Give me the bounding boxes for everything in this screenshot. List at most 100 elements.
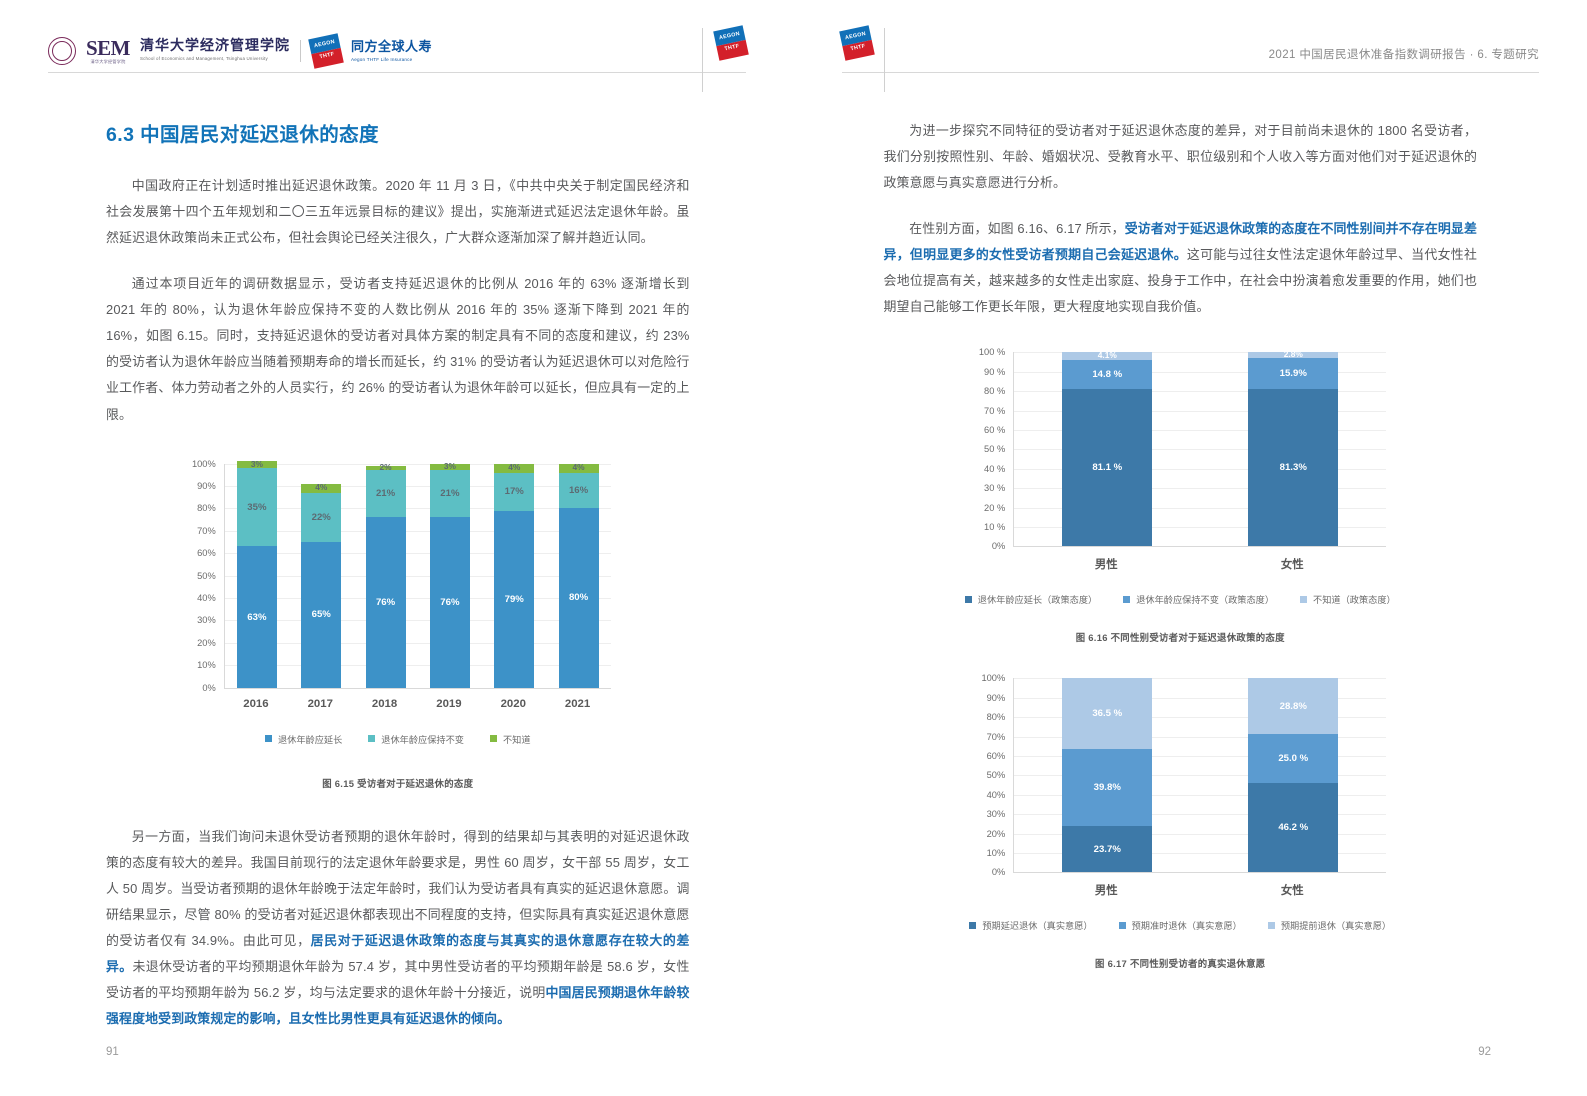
y-axis-tick: 10 % [984, 522, 1006, 533]
paragraph-3: 另一方面，当我们询问未退休受访者预期的退休年龄时，得到的结果却与其表明的对延迟退… [106, 824, 690, 1033]
bar-segment: 39.8% [1062, 749, 1153, 827]
bar-value-label: 39.8% [1093, 782, 1121, 794]
y-axis-tick: 10% [986, 848, 1006, 859]
paragraph-1: 中国政府正在计划适时推出延迟退休政策。2020 年 11 月 3 日，《中共中央… [106, 178, 690, 246]
x-axis-category: 2018 [371, 697, 398, 710]
legend-item: 退休年龄应延长 [264, 732, 342, 746]
legend-swatch [368, 735, 376, 743]
y-axis-tick: 80 % [984, 386, 1006, 397]
plot-area: 63% 35% 3% 65% 22% 4% 76% 21% 2% 76% 21% 3% 79% 17% 4%… [223, 459, 611, 689]
gridline [1014, 488, 1387, 490]
bar-segment: 21% [365, 470, 406, 518]
aegon-thtf-small-icon-right: AEGON THTF [838, 25, 875, 61]
y-axis-tick: 80% [986, 712, 1006, 723]
bar-segment: 2.8% [1248, 349, 1339, 360]
bar-segment: 76% [365, 517, 406, 688]
y-axis-tick: 0% [991, 867, 1006, 878]
gridline [1014, 352, 1387, 354]
bar-value-label: 81.1 % [1092, 462, 1123, 474]
y-axis-tick: 70% [197, 525, 216, 536]
bar-segment: 35% [236, 468, 277, 547]
aegon-en-name: Aegon THTF Life Insurance [351, 56, 413, 62]
bar-segment: 63% [236, 546, 277, 688]
folio-left: 91 [106, 1046, 119, 1058]
figure-6-15-caption: 图 6.15 受访者对于延迟退休的态度 [322, 777, 474, 789]
bar-segment: 28.8% [1248, 678, 1339, 735]
gridline [1014, 814, 1387, 816]
header-rule-right [841, 72, 1539, 73]
y-axis-tick: 30% [986, 809, 1006, 820]
bar-segment: 76% [429, 517, 470, 688]
bar-value-label: 16% [568, 484, 589, 496]
gridline [224, 575, 611, 577]
legend-label: 不知道（政策态度） [1313, 595, 1396, 606]
sem-en-name: School of Economics and Management, Tsin… [140, 56, 268, 62]
bar-value-label: 23.7% [1093, 843, 1121, 855]
bar-value-label: 35% [247, 501, 267, 513]
x-axis-category: 女性 [1280, 885, 1304, 898]
sem-abbr: SEM [86, 35, 131, 60]
bar-2021: 80% 16% 4% [558, 462, 599, 688]
chart-6-15: 63% 35% 3% 65% 22% 4% 76% 21% 2% 76% 21% 3% 79% 17% 4%… [178, 454, 618, 722]
y-axis-tick: 90% [986, 692, 1006, 703]
chart-6-16: 81.1 % 14.8 % 4.1% 81.3% 15.9% 2.8% 0% 10 % 20 %… [965, 342, 1395, 582]
y-axis-tick: 20 % [984, 502, 1006, 513]
y-axis-tick: 60% [986, 751, 1006, 762]
bar-value-label: 81.3% [1279, 462, 1307, 474]
x-axis-category: 男性 [1094, 885, 1118, 898]
y-axis-tick: 40% [986, 789, 1006, 800]
bar-segment: 3% [236, 459, 277, 469]
gridline [224, 485, 611, 487]
bar-segment: 25.0 % [1248, 734, 1339, 783]
gridline [1014, 775, 1387, 777]
bar-segment: 81.3% [1248, 388, 1339, 547]
bar-value-label: 4.1% [1097, 350, 1117, 361]
bar-value-label: 46.2 % [1278, 822, 1309, 834]
gridline [1014, 527, 1387, 529]
y-axis-tick: 70 % [984, 405, 1006, 416]
bar-value-label: 65% [311, 609, 331, 621]
right-page-content: 为进一步探究不同特征的受访者对于延迟退休态度的差异，对于目前尚未退休的 1800… [884, 118, 1478, 970]
chart-6-17-legend: 预期延迟退休（真实意愿） 预期准时退休（真实意愿） 预期提前退休（真实意愿） [884, 918, 1478, 932]
header-rule [48, 72, 746, 73]
legend-item: 预期提前退休（真实意愿） [1267, 918, 1391, 932]
y-axis-tick: 60% [197, 548, 216, 559]
legend-label: 不知道 [502, 734, 531, 745]
bar-女性: 46.2 % 25.0 % 28.8% [1248, 678, 1339, 873]
bar-value-label: 63% [247, 611, 267, 623]
gridline [1014, 410, 1387, 412]
y-axis-tick: 100 % [978, 347, 1006, 358]
folio-right: 92 [1478, 1046, 1491, 1058]
page-header-right: AEGON THTF 2021 中国居民退休准备指数调研报告 · 6. 专题研究 [794, 0, 1587, 92]
y-axis-tick: 100% [981, 673, 1006, 684]
gridline [1014, 678, 1387, 680]
legend-item: 不知道（政策态度） [1300, 592, 1396, 606]
gridline [1014, 736, 1387, 738]
bar-value-label: 76% [375, 596, 396, 608]
plot-area: 81.1 % 14.8 % 4.1% 81.3% 15.9% 2.8% [1013, 349, 1387, 548]
y-axis-tick: 60 % [984, 425, 1006, 436]
legend-item: 退休年龄应保持不变 [368, 732, 464, 746]
bar-value-label: 79% [504, 593, 524, 605]
bar-value-label: 4% [572, 462, 585, 473]
running-title: 2021 中国居民退休准备指数调研报告 · 6. 专题研究 [1268, 49, 1539, 61]
bar-2016: 63% 35% 3% [236, 459, 277, 688]
bar-segment: 14.8 % [1062, 360, 1153, 390]
bar-value-label: 3% [443, 460, 456, 471]
y-axis-tick: 10% [197, 660, 216, 671]
legend-swatch [1300, 595, 1308, 603]
bar-女性: 81.3% 15.9% 2.8% [1248, 349, 1339, 547]
legend-label: 退休年龄应延长（政策态度） [977, 595, 1098, 606]
bar-value-label: 22% [311, 511, 331, 523]
bar-value-label: 2.8% [1283, 349, 1303, 360]
bar-segment: 4% [301, 482, 342, 493]
legend-item: 退休年龄应延长（政策态度） [964, 592, 1098, 606]
figure-6-16-caption: 图 6.16 不同性别受访者对于延迟退休政策的态度 [1075, 632, 1285, 644]
bar-segment: 22% [301, 492, 342, 542]
page-left: SEM 清华大学经管学院 清华大学经济管理学院 School of Econom… [48, 25, 749, 1058]
bar-value-label: 21% [375, 488, 396, 500]
bar-segment: 3% [429, 460, 470, 471]
legend-item: 不知道 [489, 732, 531, 746]
bar-segment: 80% [558, 508, 599, 688]
y-axis-tick: 40% [197, 592, 216, 603]
